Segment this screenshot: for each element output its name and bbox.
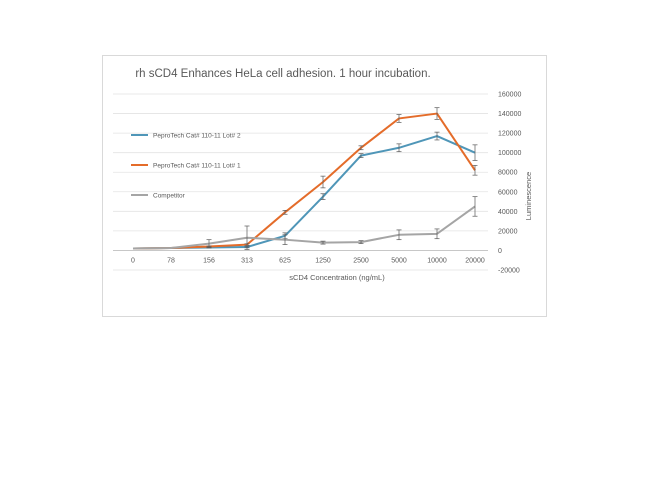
error-bar <box>358 153 364 158</box>
line-chart: rh sCD4 Enhances HeLa cell adhesion. 1 h… <box>113 68 533 282</box>
chart-title: rh sCD4 Enhances HeLa cell adhesion. 1 h… <box>135 68 430 80</box>
x-tick-label: 2500 <box>353 257 369 264</box>
error-bar <box>396 229 402 241</box>
error-bar <box>434 228 440 240</box>
error-bar <box>358 145 364 151</box>
x-tick-label: 156 <box>203 257 215 264</box>
legend-item: PeproTech Cat# 110-11 Lot# 1 <box>131 163 241 170</box>
error-bar <box>206 239 212 248</box>
y-tick-label: 60000 <box>498 189 518 196</box>
y-tick-label: 40000 <box>498 209 518 216</box>
y-tick-label: 140000 <box>498 111 521 118</box>
x-tick-label: 78 <box>167 257 175 264</box>
error-bar <box>396 143 402 153</box>
y-tick-label: 20000 <box>498 228 518 235</box>
y-tick-label: 160000 <box>498 92 521 99</box>
error-bar <box>320 240 326 245</box>
chart-container: rh sCD4 Enhances HeLa cell adhesion. 1 h… <box>102 55 547 317</box>
series-group <box>132 107 478 250</box>
x-tick-label: 0 <box>131 257 135 264</box>
error-bar <box>244 225 250 250</box>
x-axis-label: sCD4 Concentration (ng/mL) <box>289 273 385 282</box>
y-axis-ticks: -20000 0 20000 40000 60000 80000 100000 120000 1… <box>498 92 521 275</box>
y-tick-label: -20000 <box>498 268 520 275</box>
error-bar <box>282 210 288 215</box>
error-bar <box>472 196 478 217</box>
legend-label: Competitor <box>153 193 186 200</box>
y-axis-label: Luminescence <box>524 172 533 220</box>
series-line <box>132 205 476 250</box>
legend-item: Competitor <box>131 193 186 200</box>
legend-item: PeproTech Cat# 110-11 Lot# 2 <box>131 133 241 140</box>
x-tick-label: 20000 <box>465 257 485 264</box>
error-bar <box>320 193 326 200</box>
x-axis-ticks: 0 78 156 313 625 1250 2500 5000 10000 20000 <box>131 257 485 264</box>
gridlines <box>113 93 488 271</box>
x-tick-label: 313 <box>241 257 253 264</box>
x-tick-label: 10000 <box>427 257 447 264</box>
error-bar <box>320 175 326 189</box>
y-tick-label: 80000 <box>498 170 518 177</box>
error-bar <box>396 114 402 123</box>
x-tick-label: 5000 <box>391 257 407 264</box>
error-bar <box>434 131 440 141</box>
error-bar <box>358 240 364 244</box>
legend: PeproTech Cat# 110-11 Lot# 2 PeproTech Ca… <box>131 133 241 200</box>
legend-label: PeproTech Cat# 110-11 Lot# 2 <box>153 133 241 140</box>
error-bar <box>434 107 440 120</box>
y-tick-label: 0 <box>498 248 502 255</box>
error-bar <box>282 234 288 245</box>
y-tick-label: 100000 <box>498 150 521 157</box>
y-tick-label: 120000 <box>498 131 521 138</box>
series-group <box>132 196 478 250</box>
series-line <box>132 112 476 250</box>
error-bar <box>472 165 478 176</box>
error-bar <box>472 144 478 161</box>
legend-label: PeproTech Cat# 110-11 Lot# 1 <box>153 163 241 170</box>
x-tick-label: 625 <box>279 257 291 264</box>
series-lines <box>132 107 478 250</box>
x-tick-label: 1250 <box>315 257 331 264</box>
